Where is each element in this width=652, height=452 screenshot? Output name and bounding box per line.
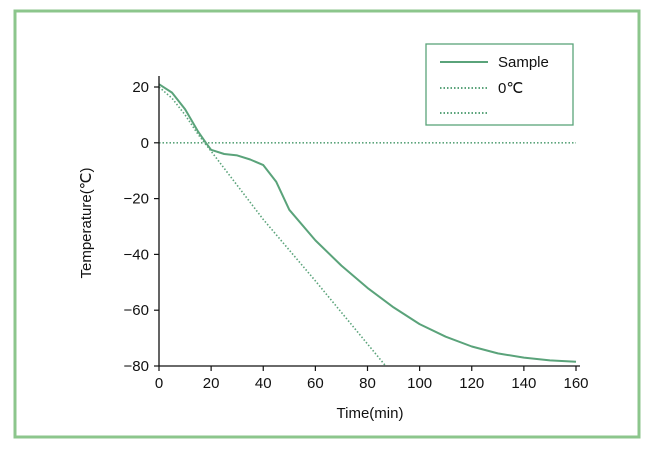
y-tick-label-0: 20 — [132, 79, 149, 96]
x-tick-label-7: 140 — [511, 375, 536, 392]
axes — [158, 76, 580, 367]
x-tick-label-2: 40 — [255, 375, 272, 392]
x-tick-label-6: 120 — [459, 375, 484, 392]
y-tick-label-3: −40 — [124, 246, 149, 263]
series-line-2 — [158, 86, 387, 367]
x-axis-title: Time(min) — [337, 405, 404, 422]
y-tick-label-5: −80 — [124, 358, 149, 375]
y-tick-label-4: −60 — [124, 302, 149, 319]
x-tick-label-5: 100 — [407, 375, 432, 392]
ticks: 0 20 40 60 80 100 120 140 160 20 0 −20 −40 −60 −80 — [124, 79, 589, 392]
y-tick-label-1: 0 — [141, 135, 149, 152]
legend: Sample 0℃ — [425, 43, 574, 126]
frame-border — [13, 9, 641, 439]
x-tick-label-0: 0 — [155, 375, 163, 392]
legend-label-zero: 0℃ — [498, 80, 523, 97]
x-tick-label-4: 80 — [359, 375, 376, 392]
legend-label-sample: Sample — [498, 54, 549, 71]
series-layer — [158, 83, 577, 367]
y-axis-title: Temperature(℃) — [78, 167, 95, 278]
x-tick-label-8: 160 — [563, 375, 588, 392]
x-tick-label-1: 20 — [203, 375, 220, 392]
x-tick-label-3: 60 — [307, 375, 324, 392]
y-tick-label-2: −20 — [124, 191, 149, 208]
legend-box — [425, 43, 574, 126]
series-line-0 — [158, 83, 577, 363]
